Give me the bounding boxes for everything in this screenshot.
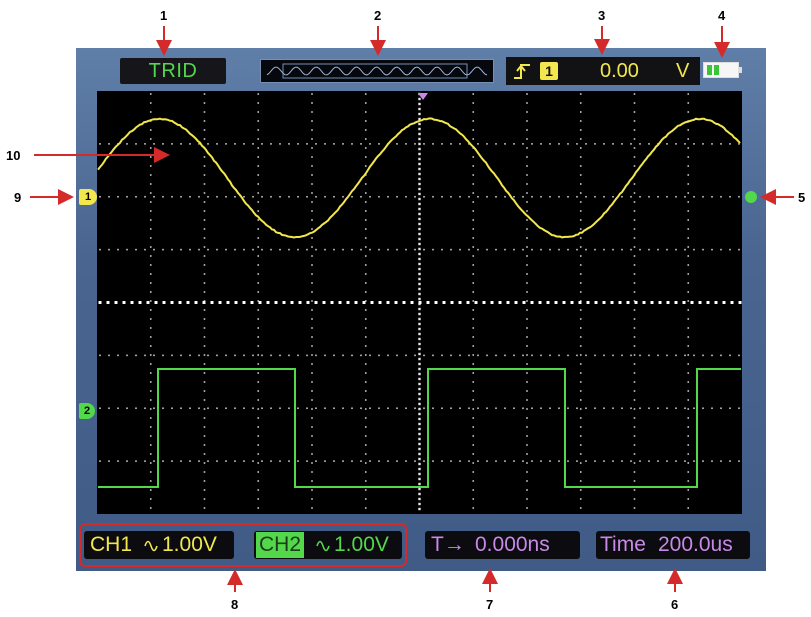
callout-arrows [0,0,811,617]
